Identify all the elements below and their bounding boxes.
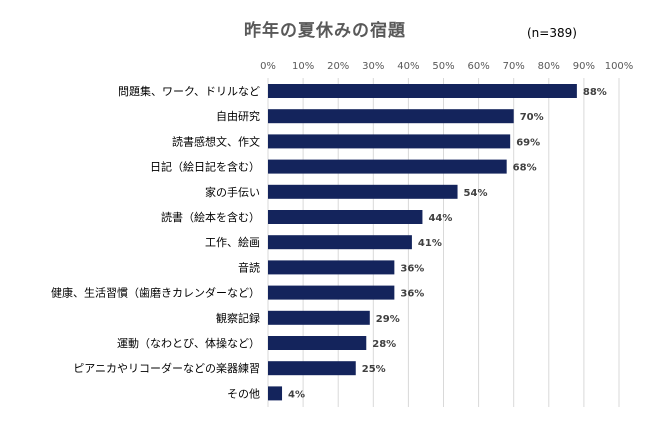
value-label: 28% <box>372 339 396 350</box>
category-label: 観察記録 <box>216 311 260 325</box>
category-label: 運動（なわとび、体操など） <box>117 336 260 350</box>
x-tick-label: 90% <box>573 61 595 72</box>
value-label: 4% <box>288 389 305 400</box>
bar <box>268 184 458 199</box>
bar <box>268 159 507 174</box>
value-label: 68% <box>513 163 537 174</box>
category-label: その他 <box>227 387 260 400</box>
value-label: 88% <box>583 87 607 98</box>
bar <box>268 210 423 224</box>
bar <box>268 386 283 401</box>
bar <box>268 134 511 149</box>
x-tick-label: 20% <box>327 61 349 72</box>
x-tick-label: 50% <box>432 61 454 72</box>
category-label: 工作、絵画 <box>205 235 260 249</box>
category-label: 日記（絵日記を含む） <box>150 160 260 174</box>
category-label: 音読 <box>238 260 260 274</box>
bar <box>268 260 395 275</box>
value-label: 29% <box>376 314 400 325</box>
value-label: 36% <box>400 289 424 300</box>
x-tick-label: 30% <box>362 61 384 72</box>
value-label: 36% <box>400 263 424 274</box>
category-label: 自由研究 <box>216 109 260 123</box>
category-label: 読書感想文、作文 <box>172 134 260 148</box>
value-label: 25% <box>362 364 386 375</box>
x-axis-ticks: 0% 10% 20% 30% 40% 50% 60% 70% 80% 90% 100% <box>260 61 633 72</box>
x-tick-label: 60% <box>467 61 489 72</box>
category-label: 読書（絵本を含む） <box>161 210 260 224</box>
bar <box>268 235 412 250</box>
bar <box>268 84 577 98</box>
bar <box>268 361 356 376</box>
x-tick-label: 70% <box>503 61 525 72</box>
value-label: 69% <box>516 137 540 148</box>
gridlines <box>267 78 620 407</box>
value-label: 44% <box>428 213 452 224</box>
sample-size-label: (n=389) <box>527 26 577 40</box>
category-label: 問題集、ワーク、ドリルなど <box>118 84 260 98</box>
value-label: 70% <box>520 112 544 123</box>
value-label: 41% <box>418 238 442 249</box>
bars <box>268 84 577 401</box>
x-tick-label: 80% <box>538 61 560 72</box>
bar <box>268 285 395 300</box>
category-label: ピアニカやリコーダーなどの楽器練習 <box>73 361 260 375</box>
category-label: 家の手伝い <box>205 185 260 199</box>
value-labels: 88% 70% 69% 68% 54% 44% 41% 36% 36% 29% 28% 25% 4% <box>288 87 607 400</box>
bar <box>268 336 367 350</box>
x-tick-label: 40% <box>397 61 419 72</box>
bar <box>268 109 514 124</box>
x-tick-label: 0% <box>260 61 276 72</box>
value-label: 54% <box>464 188 488 199</box>
bar <box>268 310 370 325</box>
x-tick-label: 100% <box>605 61 634 72</box>
chart-title: 昨年の夏休みの宿題 <box>244 21 406 41</box>
category-label: 健康、生活習慣（歯磨きカレンダーなど） <box>51 286 260 300</box>
x-tick-label: 10% <box>292 61 314 72</box>
